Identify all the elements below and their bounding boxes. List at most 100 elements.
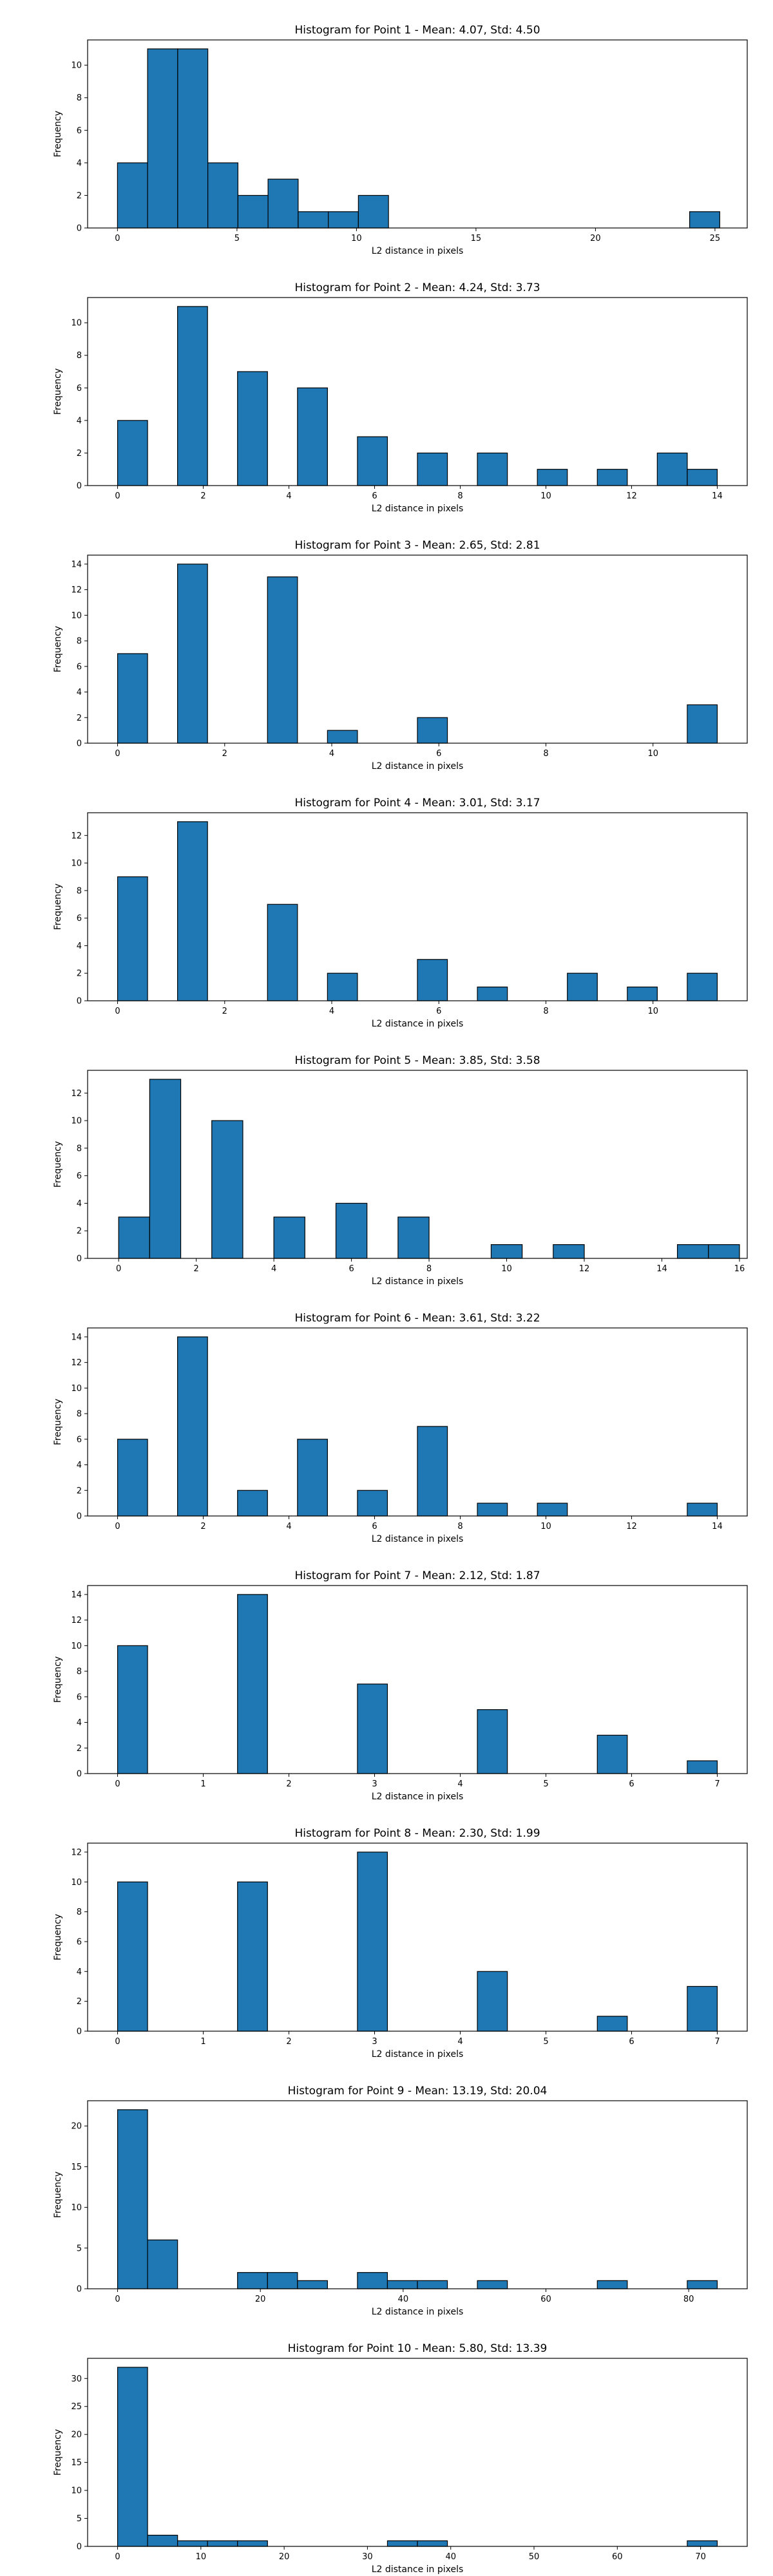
x-axis-label: L2 distance in pixels xyxy=(372,1792,464,1802)
histogram-bar xyxy=(207,162,238,229)
x-tick-label: 10 xyxy=(540,491,551,501)
x-tick-label: 0 xyxy=(115,234,120,243)
y-tick-label: 2 xyxy=(77,1227,82,1236)
y-tick-label: 25 xyxy=(71,2402,82,2412)
y-tick-label: 12 xyxy=(71,1848,82,1857)
histogram-bar xyxy=(477,1971,508,2032)
histogram-bar xyxy=(273,1217,305,1259)
histogram-bar xyxy=(117,653,148,744)
histogram-bar xyxy=(417,452,448,486)
histogram-bar xyxy=(687,704,718,744)
histogram-bar xyxy=(357,1852,388,2032)
x-tick-label: 12 xyxy=(626,491,637,501)
histogram-bar xyxy=(689,211,720,229)
y-tick-label: 10 xyxy=(71,1384,82,1394)
y-tick-label: 6 xyxy=(77,1171,82,1181)
y-axis-label: Frequency xyxy=(53,884,63,930)
y-tick-label: 2 xyxy=(77,714,82,723)
histogram-panel-4: Histogram for Point 4 - Mean: 3.01, Std:… xyxy=(53,797,748,1029)
histogram-bar xyxy=(211,1120,243,1259)
y-tick-label: 4 xyxy=(77,1967,82,1977)
y-tick-label: 12 xyxy=(71,831,82,841)
x-tick-label: 3 xyxy=(372,1779,377,1789)
x-tick-label: 6 xyxy=(436,749,441,759)
axes-frame xyxy=(87,812,748,1001)
histogram-bar xyxy=(117,1881,148,2032)
histogram-bar xyxy=(357,1490,388,1517)
histogram-panel-7: Histogram for Point 7 - Mean: 2.12, Std:… xyxy=(53,1569,748,1802)
histogram-bar xyxy=(177,2540,208,2547)
histogram-bar xyxy=(477,987,508,1001)
y-axis-label: Frequency xyxy=(53,1914,63,1960)
y-axis-label: Frequency xyxy=(53,626,63,672)
x-tick-label: 6 xyxy=(348,1264,354,1274)
histogram-bar xyxy=(207,2540,238,2547)
chart-title: Histogram for Point 7 - Mean: 2.12, Std:… xyxy=(294,1569,540,1582)
x-tick-label: 0 xyxy=(116,1264,121,1274)
histogram-bar xyxy=(267,904,298,1001)
histogram-bar xyxy=(117,876,148,1001)
y-tick-label: 2 xyxy=(77,1997,82,2007)
x-tick-label: 10 xyxy=(351,234,362,243)
x-tick-label: 0 xyxy=(115,1522,120,1531)
axes-frame xyxy=(87,297,748,486)
histogram-bar xyxy=(687,1985,718,2032)
y-tick-label: 4 xyxy=(77,942,82,951)
x-tick-label: 2 xyxy=(222,749,227,759)
y-axis-label: Frequency xyxy=(53,1399,63,1445)
y-tick-label: 20 xyxy=(71,2122,82,2132)
y-tick-label: 2 xyxy=(77,191,82,201)
histogram-bar xyxy=(117,162,148,229)
histogram-bar xyxy=(147,2535,178,2547)
y-tick-label: 4 xyxy=(77,1199,82,1209)
y-tick-label: 8 xyxy=(77,1410,82,1419)
x-tick-label: 12 xyxy=(579,1264,590,1274)
x-tick-label: 5 xyxy=(543,2037,548,2047)
histogram-panel-2: Histogram for Point 2 - Mean: 4.24, Std:… xyxy=(53,281,748,514)
y-tick-label: 5 xyxy=(77,2244,82,2253)
histogram-bar xyxy=(417,959,448,1001)
y-tick-label: 2 xyxy=(77,449,82,459)
y-tick-label: 15 xyxy=(71,2163,82,2172)
chart-title: Histogram for Point 1 - Mean: 4.07, Std:… xyxy=(294,24,540,37)
histogram-bar xyxy=(477,452,508,486)
y-tick-label: 0 xyxy=(77,997,82,1007)
chart-title: Histogram for Point 10 - Mean: 5.80, Std… xyxy=(288,2342,548,2355)
x-axis-label: L2 distance in pixels xyxy=(372,1019,464,1029)
x-tick-label: 16 xyxy=(734,1264,745,1274)
y-tick-label: 8 xyxy=(77,351,82,361)
histogram-bar xyxy=(298,211,329,229)
y-tick-label: 4 xyxy=(77,1461,82,1470)
x-tick-label: 80 xyxy=(683,2295,694,2304)
histogram-bar xyxy=(490,1244,523,1259)
y-tick-label: 8 xyxy=(77,93,82,103)
x-tick-label: 4 xyxy=(329,1007,334,1016)
y-tick-label: 14 xyxy=(71,1332,82,1342)
histogram-bar xyxy=(267,2272,298,2289)
y-tick-label: 14 xyxy=(71,1590,82,1600)
axes-frame xyxy=(87,2100,748,2289)
y-tick-label: 10 xyxy=(71,1878,82,1888)
histogram-bar xyxy=(237,2540,268,2547)
x-tick-label: 15 xyxy=(471,234,482,243)
histogram-bar xyxy=(267,178,299,229)
x-tick-label: 2 xyxy=(194,1264,199,1274)
x-tick-label: 2 xyxy=(286,1779,291,1789)
y-tick-label: 30 xyxy=(71,2374,82,2384)
x-tick-label: 0 xyxy=(115,749,120,759)
x-tick-label: 0 xyxy=(115,491,120,501)
histogram-bar xyxy=(118,1217,150,1259)
x-tick-label: 6 xyxy=(629,1779,634,1789)
histogram-bar xyxy=(237,1594,268,1774)
histogram-bar xyxy=(357,2272,388,2289)
x-tick-label: 8 xyxy=(457,1522,463,1531)
y-tick-label: 8 xyxy=(77,1908,82,1917)
histogram-bar xyxy=(687,2280,718,2289)
x-tick-label: 7 xyxy=(714,2037,720,2047)
y-tick-label: 6 xyxy=(77,1435,82,1444)
histogram-bar xyxy=(147,48,178,229)
histogram-bar xyxy=(117,420,148,486)
histogram-bar xyxy=(357,1683,388,1774)
x-tick-label: 2 xyxy=(286,2037,291,2047)
x-tick-label: 5 xyxy=(543,1779,548,1789)
